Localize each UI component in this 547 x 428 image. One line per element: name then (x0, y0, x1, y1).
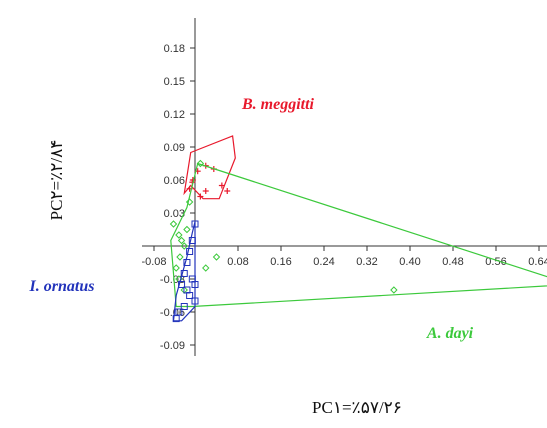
data-point (177, 236, 186, 245)
x-tick-label: 0.08 (227, 256, 248, 268)
data-point (180, 242, 188, 250)
data-point (183, 259, 191, 266)
x-tick-label: 0.64 (528, 256, 547, 268)
data-point (224, 188, 231, 194)
data-point (191, 281, 199, 288)
data-point (185, 198, 194, 206)
convex-hull (183, 135, 236, 200)
x-tick-label: 0.16 (270, 256, 291, 268)
data-point (169, 220, 178, 228)
data-point (202, 264, 210, 272)
data-point (176, 253, 184, 261)
x-tick-label: 0.40 (399, 256, 420, 268)
y-tick-label: 0.06 (164, 175, 185, 187)
x-tick-label: 0.24 (313, 256, 334, 268)
series-label: I. ornatus (29, 278, 95, 295)
series-b-meggitti (183, 135, 236, 200)
y-axis-title: PC۲=٪۲/۸۴ (47, 140, 66, 221)
x-tick-label: -0.08 (141, 256, 166, 268)
data-point (188, 237, 196, 244)
x-tick-label: 0.32 (356, 256, 377, 268)
series-label: A. dayi (426, 325, 474, 342)
data-point (180, 303, 188, 310)
y-tick-label: 0.03 (164, 208, 185, 220)
y-tick-label: -0.09 (160, 340, 185, 352)
data-point (196, 159, 205, 168)
data-point (202, 188, 209, 194)
convex-hull (172, 221, 196, 322)
data-point (390, 286, 398, 294)
series-label: B. meggitti (241, 96, 315, 113)
data-point (218, 182, 225, 189)
data-point (175, 231, 183, 239)
data-point (175, 308, 183, 316)
y-tick-label: 0.15 (164, 76, 185, 88)
data-point (178, 281, 186, 288)
y-tick-label: 0.09 (164, 142, 185, 154)
series-i-ornatus (172, 220, 199, 323)
convex-hull (170, 162, 547, 308)
data-point (172, 315, 180, 323)
series-a-dayi (169, 159, 547, 308)
data-point (191, 220, 199, 228)
x-tick-label: 0.48 (442, 256, 463, 268)
data-point (186, 248, 194, 255)
x-axis-title: PC۱=٪۵۷/۲۶ (312, 398, 402, 417)
data-point (212, 253, 221, 261)
y-tick-label: 0.12 (164, 109, 185, 121)
data-point (183, 225, 191, 234)
y-tick-label: 0.18 (164, 43, 185, 55)
data-point (183, 286, 191, 294)
data-point (172, 264, 180, 272)
data-point (180, 270, 188, 277)
data-point (191, 297, 199, 305)
data-point (197, 193, 204, 200)
